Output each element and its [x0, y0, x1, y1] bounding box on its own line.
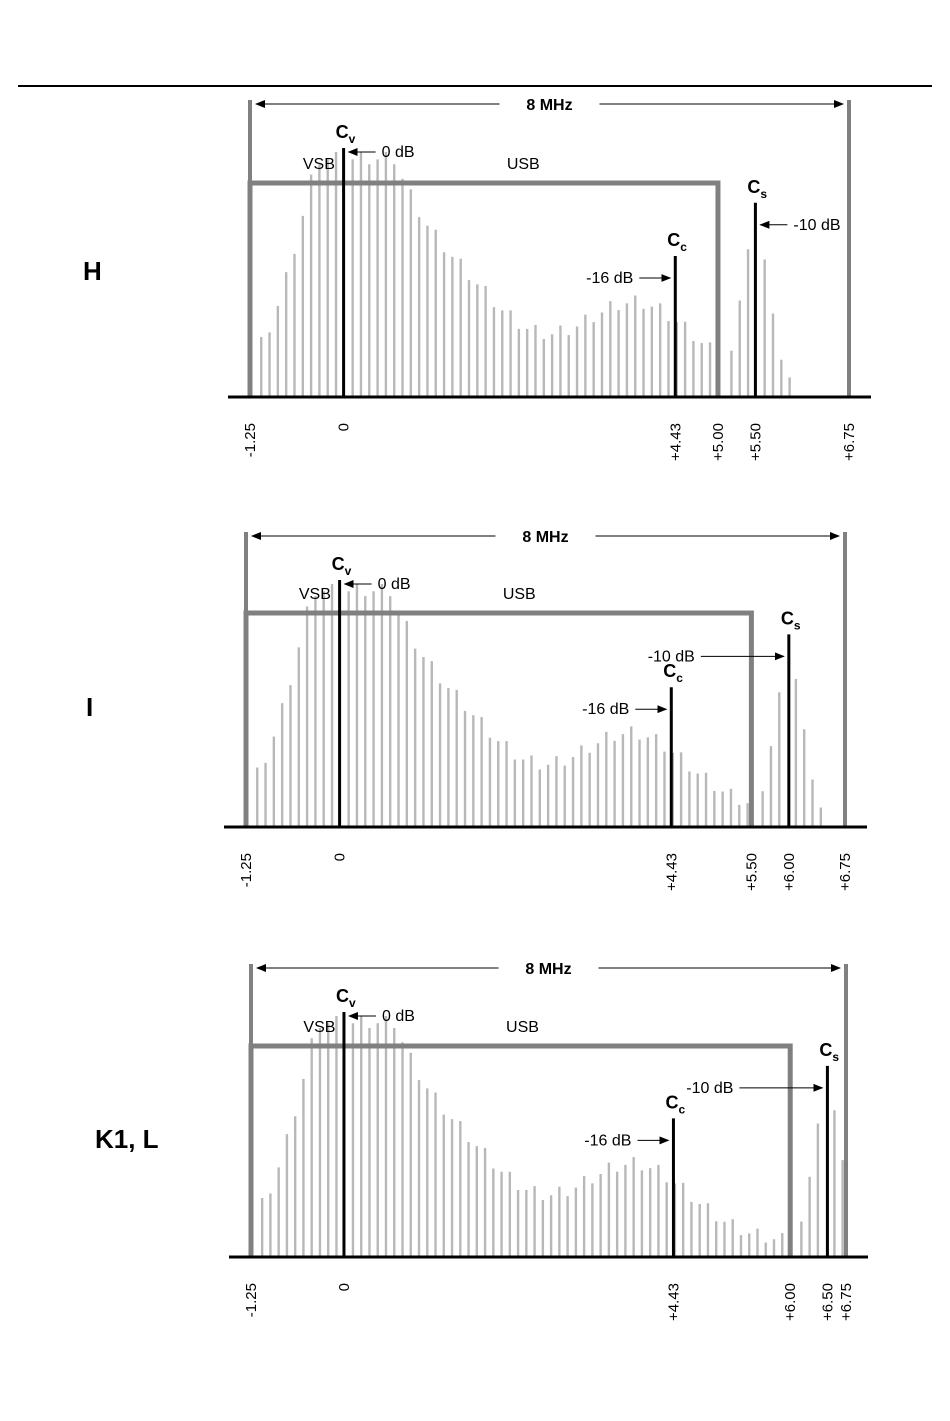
- tick-label: -1.25: [243, 1283, 260, 1317]
- tick-label: +5.00: [710, 423, 727, 461]
- tick-label: +5.50: [743, 853, 760, 891]
- bandwidth-label: 8 MHz: [525, 961, 571, 978]
- bandwidth-label: 8 MHz: [526, 97, 572, 114]
- tick-label: +4.43: [663, 853, 680, 891]
- system-label: K1, L: [95, 1124, 159, 1154]
- level-label: -10 dB: [648, 648, 695, 665]
- spectrum-bars: [256, 584, 823, 827]
- carrier-subscript: c: [678, 1102, 685, 1116]
- level-label: -10 dB: [686, 1080, 733, 1097]
- spectrum-panel-0: H 8 MHz VSB USB C v 0 dB C c -16 dB C s -10 dB -1.25 0…: [83, 97, 871, 461]
- system-label: I: [86, 692, 93, 722]
- usb-label: USB: [506, 1019, 539, 1036]
- vsb-label: VSB: [303, 156, 335, 173]
- level-label: -16 dB: [582, 701, 629, 718]
- passband-outline: [248, 1043, 793, 1257]
- level-label: 0 dB: [378, 576, 411, 593]
- level-label: -10 dB: [793, 217, 840, 234]
- tick-label: +6.00: [782, 1283, 799, 1321]
- system-label: H: [83, 256, 102, 286]
- spectrum-panel-1: I 8 MHz VSB USB C v 0 dB C c -16 dB C s -10 dB -1.25 0…: [86, 529, 867, 891]
- carrier-subscript: s: [794, 618, 801, 632]
- carrier-subscript: s: [760, 187, 767, 201]
- carrier-symbol: C: [667, 230, 680, 250]
- passband-outline: [247, 180, 721, 397]
- passband-outline: [243, 610, 754, 827]
- tick-label: +4.43: [665, 1283, 682, 1321]
- usb-label: USB: [507, 156, 540, 173]
- carrier-symbol: C: [665, 1092, 678, 1112]
- spectrum-bars: [260, 1016, 844, 1257]
- carrier-subscript: s: [832, 1050, 839, 1064]
- tick-label: +6.75: [837, 853, 854, 891]
- carrier-subscript: v: [349, 132, 356, 146]
- tick-label: +5.50: [747, 423, 764, 461]
- carrier-symbol: C: [332, 554, 345, 574]
- tick-label: +6.50: [819, 1283, 836, 1321]
- level-label: 0 dB: [382, 144, 415, 161]
- carrier-subscript: c: [680, 240, 687, 254]
- carrier-symbol: C: [336, 986, 349, 1006]
- bandwidth-label: 8 MHz: [522, 529, 568, 546]
- usb-label: USB: [503, 586, 536, 603]
- carrier-subscript: c: [676, 671, 683, 685]
- tick-label: 0: [336, 423, 353, 431]
- tick-label: -1.25: [238, 853, 255, 887]
- carrier-subscript: v: [345, 564, 352, 578]
- carrier-symbol: C: [663, 661, 676, 681]
- carrier-symbol: C: [747, 177, 760, 197]
- carrier-subscript: v: [349, 996, 356, 1010]
- carrier-symbol: C: [819, 1040, 832, 1060]
- tick-label: 0: [336, 1283, 353, 1291]
- vsb-label: VSB: [299, 586, 331, 603]
- spectrum-panel-2: K1, L 8 MHz VSB USB C v 0 dB C c -16 dB C s -10 dB -1…: [95, 961, 868, 1321]
- tick-label: +6.00: [781, 853, 798, 891]
- tick-label: -1.25: [242, 423, 259, 457]
- carrier-symbol: C: [781, 608, 794, 628]
- tick-label: +6.75: [838, 1283, 855, 1321]
- level-label: -16 dB: [584, 1132, 631, 1149]
- tick-label: 0: [332, 853, 349, 861]
- tick-label: +6.75: [841, 423, 858, 461]
- level-label: 0 dB: [382, 1008, 415, 1025]
- tick-label: +4.43: [667, 423, 684, 461]
- vsb-label: VSB: [303, 1019, 335, 1036]
- level-label: -16 dB: [586, 270, 633, 287]
- carrier-symbol: C: [336, 122, 349, 142]
- spectrum-bars: [260, 152, 791, 397]
